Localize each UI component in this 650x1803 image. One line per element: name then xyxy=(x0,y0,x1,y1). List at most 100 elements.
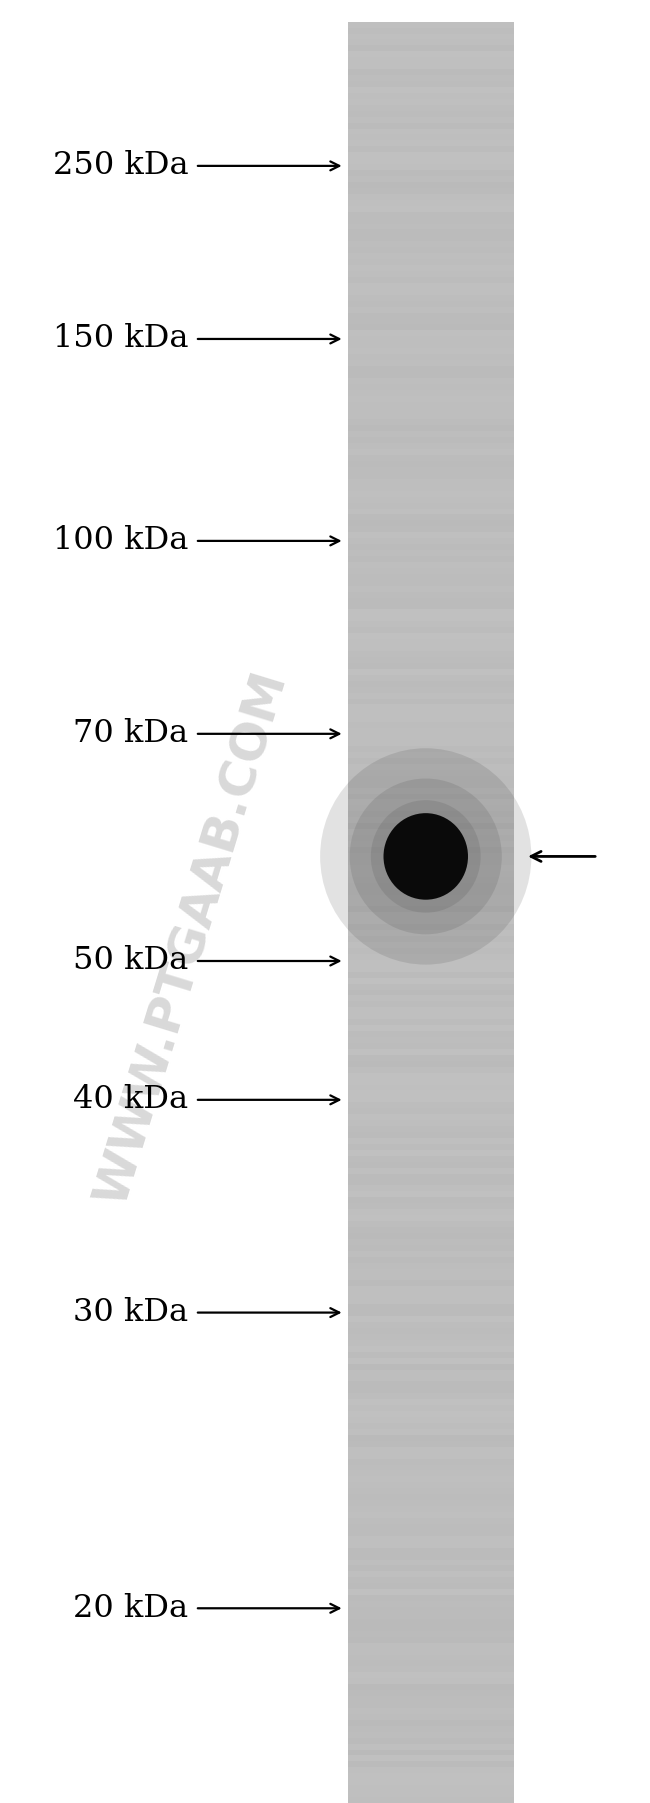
Bar xyxy=(348,687,514,692)
Bar xyxy=(348,1702,514,1707)
Bar xyxy=(348,840,514,847)
Bar xyxy=(348,159,514,164)
Bar xyxy=(348,288,514,294)
Bar xyxy=(348,1067,514,1073)
Bar xyxy=(348,835,514,840)
Bar xyxy=(348,1387,514,1394)
Bar xyxy=(348,1500,514,1506)
Bar xyxy=(348,591,514,597)
Bar xyxy=(348,1697,514,1702)
Bar xyxy=(348,438,514,444)
Bar xyxy=(348,1542,514,1547)
Bar xyxy=(348,539,514,545)
Bar xyxy=(348,1262,514,1269)
Bar xyxy=(348,1329,514,1334)
Bar xyxy=(348,752,514,757)
Bar xyxy=(348,1280,514,1286)
Bar xyxy=(348,188,514,195)
Bar xyxy=(348,710,514,716)
Bar xyxy=(348,34,514,40)
Bar xyxy=(348,105,514,110)
Bar xyxy=(348,716,514,723)
Bar xyxy=(348,1749,514,1756)
Bar xyxy=(348,449,514,454)
Bar xyxy=(348,1168,514,1174)
Bar xyxy=(348,1583,514,1588)
Bar xyxy=(348,1026,514,1031)
Bar xyxy=(348,1322,514,1329)
Bar xyxy=(348,1720,514,1725)
Bar xyxy=(348,1588,514,1596)
Bar xyxy=(348,76,514,81)
Bar xyxy=(348,270,514,278)
Bar xyxy=(348,925,514,930)
Bar xyxy=(348,99,514,105)
Bar xyxy=(348,1524,514,1531)
Bar xyxy=(348,1673,514,1679)
Bar xyxy=(348,480,514,485)
Bar xyxy=(348,555,514,563)
Bar xyxy=(348,218,514,224)
Bar xyxy=(348,402,514,407)
Bar xyxy=(348,1554,514,1560)
Bar xyxy=(348,1244,514,1251)
Bar xyxy=(348,977,514,984)
Bar xyxy=(348,907,514,912)
Bar xyxy=(348,1560,514,1565)
Bar xyxy=(348,117,514,123)
Text: 40 kDa: 40 kDa xyxy=(73,1084,188,1116)
Bar xyxy=(348,81,514,87)
Bar xyxy=(348,783,514,788)
Bar xyxy=(348,1001,514,1008)
Bar xyxy=(348,1423,514,1430)
Bar xyxy=(348,1197,514,1203)
Bar xyxy=(348,379,514,384)
Bar xyxy=(348,1096,514,1102)
Bar xyxy=(348,1689,514,1697)
Bar xyxy=(348,674,514,682)
Bar xyxy=(348,467,514,472)
Bar xyxy=(348,664,514,669)
Bar xyxy=(348,1785,514,1790)
Bar xyxy=(348,1228,514,1233)
Bar xyxy=(348,330,514,337)
Bar xyxy=(348,609,514,615)
Bar xyxy=(348,645,514,651)
Ellipse shape xyxy=(320,748,532,965)
Bar xyxy=(348,1596,514,1601)
Bar xyxy=(348,1625,514,1630)
Bar xyxy=(348,1060,514,1067)
Bar xyxy=(348,811,514,817)
Bar xyxy=(348,1114,514,1120)
Bar xyxy=(348,918,514,925)
Bar xyxy=(348,1161,514,1168)
Bar xyxy=(348,389,514,395)
Bar xyxy=(348,1547,514,1554)
Text: 30 kDa: 30 kDa xyxy=(73,1296,188,1329)
Bar xyxy=(348,490,514,496)
Bar xyxy=(348,1606,514,1614)
Bar xyxy=(348,1042,514,1049)
Bar xyxy=(348,1744,514,1749)
Bar xyxy=(348,182,514,188)
Bar xyxy=(348,200,514,206)
Bar xyxy=(348,1257,514,1262)
Bar xyxy=(348,407,514,413)
Bar xyxy=(348,169,514,177)
Bar xyxy=(348,817,514,824)
Bar xyxy=(348,319,514,325)
Bar xyxy=(348,656,514,664)
Bar xyxy=(348,307,514,312)
Bar xyxy=(348,1482,514,1487)
Bar xyxy=(348,586,514,591)
Bar xyxy=(348,1150,514,1156)
Bar xyxy=(348,829,514,835)
Bar xyxy=(348,1790,514,1798)
Bar xyxy=(348,1275,514,1280)
Bar xyxy=(348,1762,514,1767)
Bar xyxy=(348,1376,514,1381)
Bar xyxy=(348,1630,514,1637)
Bar xyxy=(348,1109,514,1114)
Bar xyxy=(348,1013,514,1019)
Bar xyxy=(348,526,514,532)
